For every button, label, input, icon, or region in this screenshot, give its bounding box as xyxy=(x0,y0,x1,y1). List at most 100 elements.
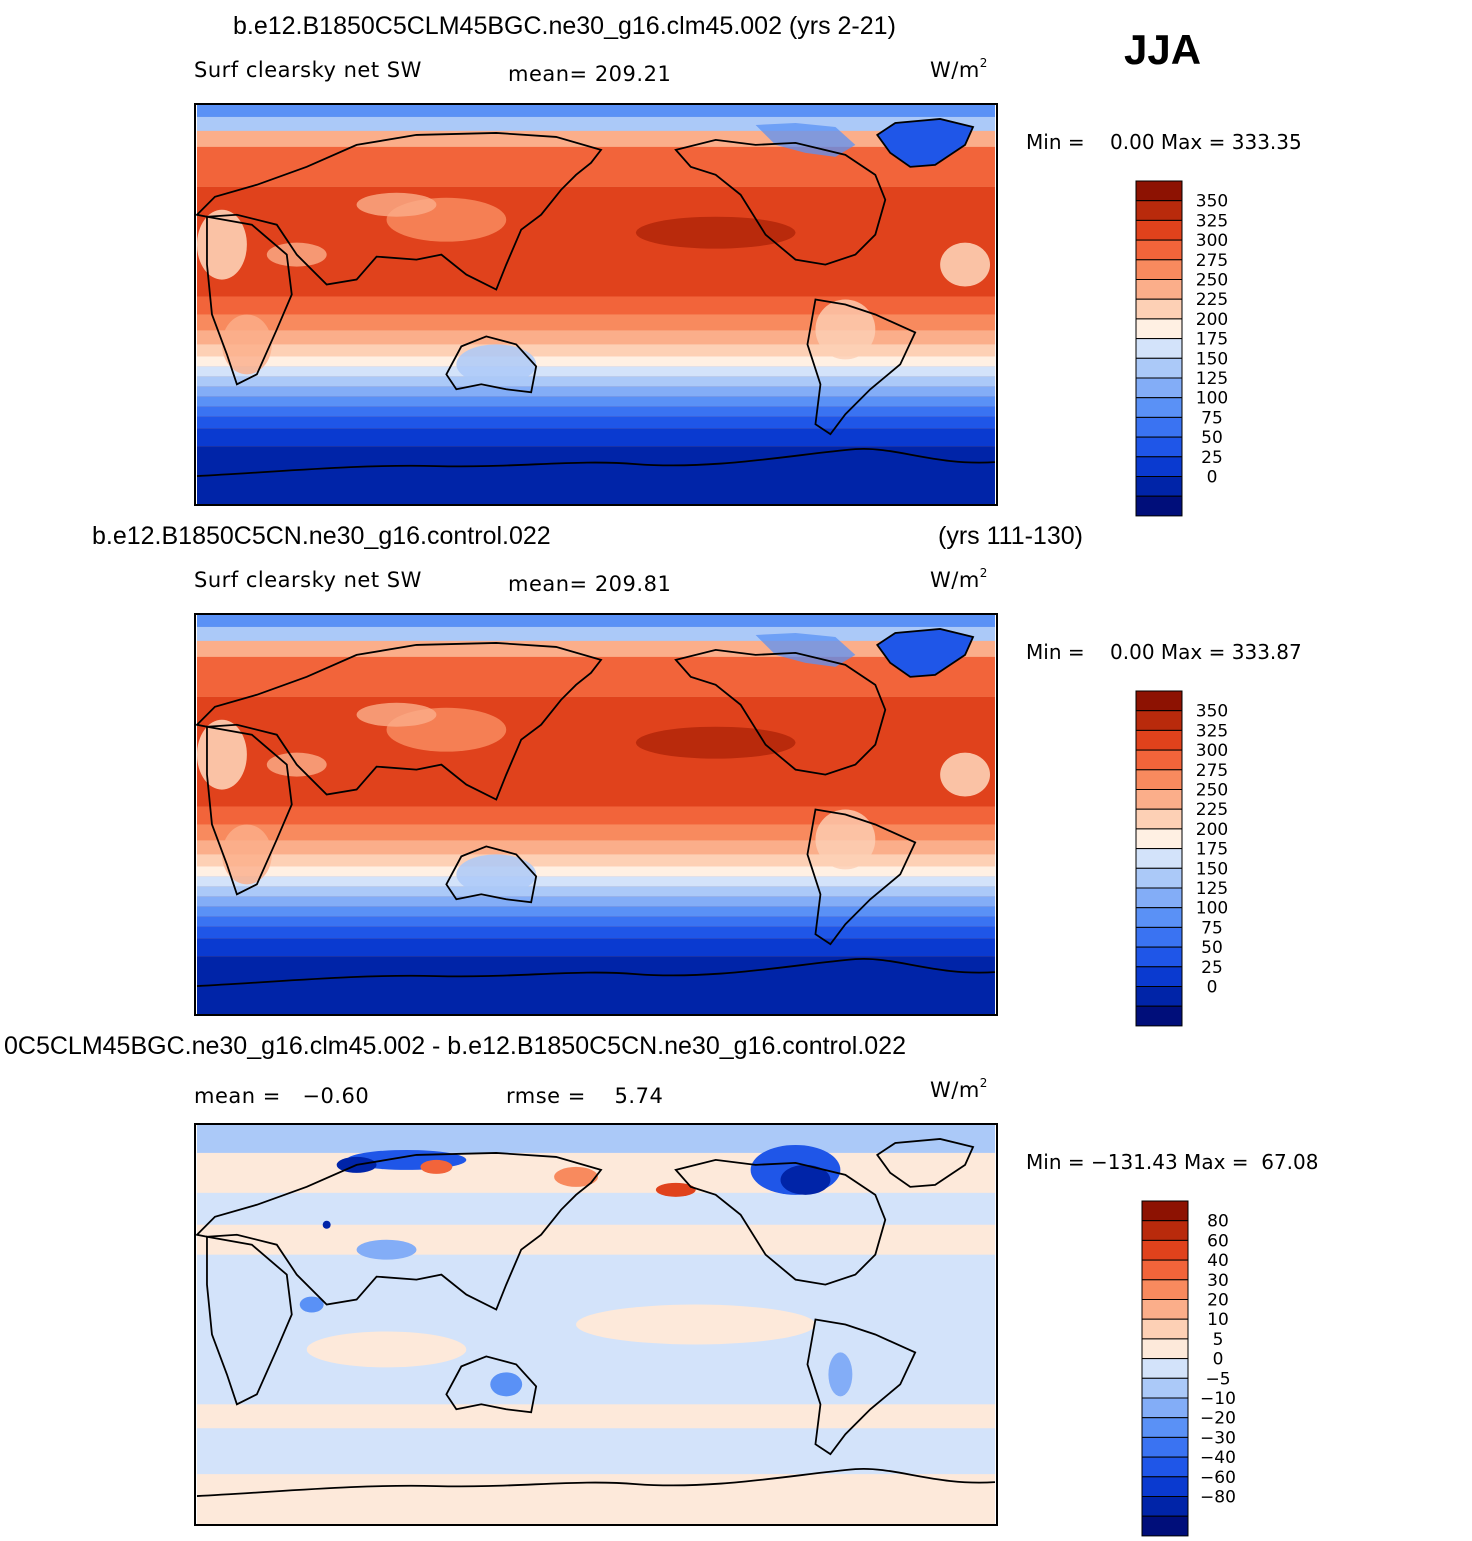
colorbar-swatch xyxy=(1141,1496,1189,1517)
colorbar-tick-label: 0 xyxy=(1207,468,1218,488)
colorbar-swatch xyxy=(1141,1515,1189,1537)
colorbar-swatch xyxy=(1135,729,1183,751)
panel-2-map-svg xyxy=(196,615,996,1014)
colorbar-tick-label: 275 xyxy=(1196,251,1228,271)
colorbar-swatch xyxy=(1135,986,1183,1007)
colorbar-swatch xyxy=(1135,966,1183,987)
panel-2-minmax: Min = 0.00 Max = 333.87 xyxy=(1026,640,1302,664)
colorbar-swatch xyxy=(1141,1318,1189,1340)
colorbar-tick-label: −30 xyxy=(1200,1428,1236,1448)
colorbar-tick-label: 80 xyxy=(1207,1212,1229,1232)
colorbar-tick-label: 5 xyxy=(1213,1330,1224,1350)
colorbar-swatch xyxy=(1141,1377,1189,1399)
panel-3-mean: mean = −0.60 xyxy=(194,1084,370,1108)
colorbar-tick-label: 40 xyxy=(1207,1251,1229,1271)
colorbar-swatch xyxy=(1135,789,1183,810)
panel-2-title: b.e12.B1850C5CN.ne30_g16.control.022 xyxy=(92,522,551,550)
panel-1-map-svg xyxy=(196,105,996,504)
colorbar-tick-label: 0 xyxy=(1207,978,1218,998)
colorbar-tick-label: 150 xyxy=(1196,349,1228,369)
colorbar-swatch xyxy=(1135,298,1183,320)
colorbar-tick-label: 225 xyxy=(1196,290,1228,310)
colorbar-tick-label: 350 xyxy=(1196,192,1228,212)
panel-1-title: b.e12.B1850C5CLM45BGC.ne30_g16.clm45.002… xyxy=(233,12,896,40)
panel-2-years: (yrs 111-130) xyxy=(938,522,1083,550)
colorbar-swatch xyxy=(1135,926,1183,948)
colorbar-tick-label: 200 xyxy=(1196,820,1228,840)
colorbar-swatch xyxy=(1135,710,1183,731)
colorbar-swatch xyxy=(1135,259,1183,281)
colorbar-swatch xyxy=(1135,828,1183,850)
colorbar-swatch xyxy=(1141,1476,1189,1497)
panel-1-units: W/m2 xyxy=(930,56,988,82)
colorbar-tick-label: 225 xyxy=(1196,800,1228,820)
colorbar-swatch xyxy=(1135,279,1183,300)
colorbar-tick-label: 25 xyxy=(1201,958,1223,978)
colorbar-tick-label: 50 xyxy=(1201,938,1223,958)
colorbar-tick-label: 125 xyxy=(1196,369,1228,389)
colorbar-tick-label: 75 xyxy=(1201,918,1223,938)
colorbar-swatch xyxy=(1135,1005,1183,1027)
colorbar-swatch xyxy=(1135,946,1183,968)
colorbar-swatch xyxy=(1135,476,1183,497)
colorbar-swatch xyxy=(1135,690,1183,712)
panel-1-minmax: Min = 0.00 Max = 333.35 xyxy=(1026,130,1302,154)
colorbar-swatch xyxy=(1141,1200,1189,1222)
colorbar-swatch xyxy=(1135,907,1183,928)
colorbar-tick-label: 100 xyxy=(1196,899,1228,919)
colorbar-tick-label: 250 xyxy=(1196,781,1228,801)
colorbar-swatch xyxy=(1141,1259,1189,1281)
colorbar-swatch xyxy=(1135,848,1183,869)
panel-1-map xyxy=(194,103,998,506)
colorbar-swatch xyxy=(1141,1279,1189,1301)
panel-1-variable: Surf clearsky net SW xyxy=(194,58,422,82)
panel-3-colorbar: 80 60 40 30 20 10 5 0 −5 −10 −20 −30 −40 −60 −80 xyxy=(1141,1200,1272,1537)
panel-2-map xyxy=(194,613,998,1016)
colorbar-tick-label: 175 xyxy=(1196,330,1228,350)
colorbar-tick-label: −80 xyxy=(1200,1488,1236,1508)
season-label: JJA xyxy=(1124,26,1202,73)
colorbar-tick-label: −10 xyxy=(1200,1389,1236,1409)
panel-1-colorbar: 350 325 300 275 250 225 200 175 150 125 100 75 50 25 0 xyxy=(1135,180,1266,517)
panel-3-units: W/m2 xyxy=(930,1076,988,1102)
colorbar-tick-label: 325 xyxy=(1196,721,1228,741)
colorbar-tick-label: 100 xyxy=(1196,389,1228,409)
colorbar-swatch xyxy=(1141,1456,1189,1478)
colorbar-swatch xyxy=(1141,1299,1189,1320)
colorbar-swatch xyxy=(1141,1338,1189,1360)
colorbar-swatch xyxy=(1135,436,1183,458)
colorbar-swatch xyxy=(1135,239,1183,261)
colorbar-tick-label: 300 xyxy=(1196,231,1228,251)
colorbar-swatch xyxy=(1141,1436,1189,1458)
panel-2-mean: mean= 209.81 xyxy=(508,572,672,596)
colorbar-swatch xyxy=(1135,456,1183,477)
colorbar-tick-label: −20 xyxy=(1200,1409,1236,1429)
colorbar-tick-label: 175 xyxy=(1196,840,1228,860)
colorbar-swatch xyxy=(1135,180,1183,202)
colorbar-swatch xyxy=(1135,749,1183,771)
colorbar-swatch xyxy=(1135,495,1183,517)
colorbar-tick-label: 75 xyxy=(1201,408,1223,428)
colorbar-swatch xyxy=(1135,867,1183,889)
colorbar-tick-label: 275 xyxy=(1196,761,1228,781)
colorbar-tick-label: 350 xyxy=(1196,702,1228,722)
panel-3-minmax: Min = −131.43 Max = 67.08 xyxy=(1026,1150,1319,1174)
colorbar-tick-label: 50 xyxy=(1201,428,1223,448)
panel-3-rmse: rmse = 5.74 xyxy=(506,1084,664,1108)
colorbar-tick-label: −5 xyxy=(1205,1369,1230,1389)
colorbar-tick-label: 325 xyxy=(1196,211,1228,231)
colorbar-swatch xyxy=(1135,219,1183,241)
colorbar-swatch xyxy=(1135,808,1183,830)
panel-3-map xyxy=(194,1123,998,1526)
colorbar-swatch xyxy=(1141,1220,1189,1241)
colorbar-tick-label: −40 xyxy=(1200,1448,1236,1468)
colorbar-swatch xyxy=(1135,318,1183,340)
colorbar-swatch xyxy=(1141,1397,1189,1419)
colorbar-tick-label: 10 xyxy=(1207,1310,1229,1330)
panel-3-title: 0C5CLM45BGC.ne30_g16.clm45.002 - b.e12.B… xyxy=(4,1032,906,1060)
colorbar-tick-label: 250 xyxy=(1196,271,1228,291)
colorbar-tick-label: 200 xyxy=(1196,310,1228,330)
colorbar-tick-label: 300 xyxy=(1196,741,1228,761)
panel-2-variable: Surf clearsky net SW xyxy=(194,568,422,592)
colorbar-swatch xyxy=(1141,1239,1189,1261)
